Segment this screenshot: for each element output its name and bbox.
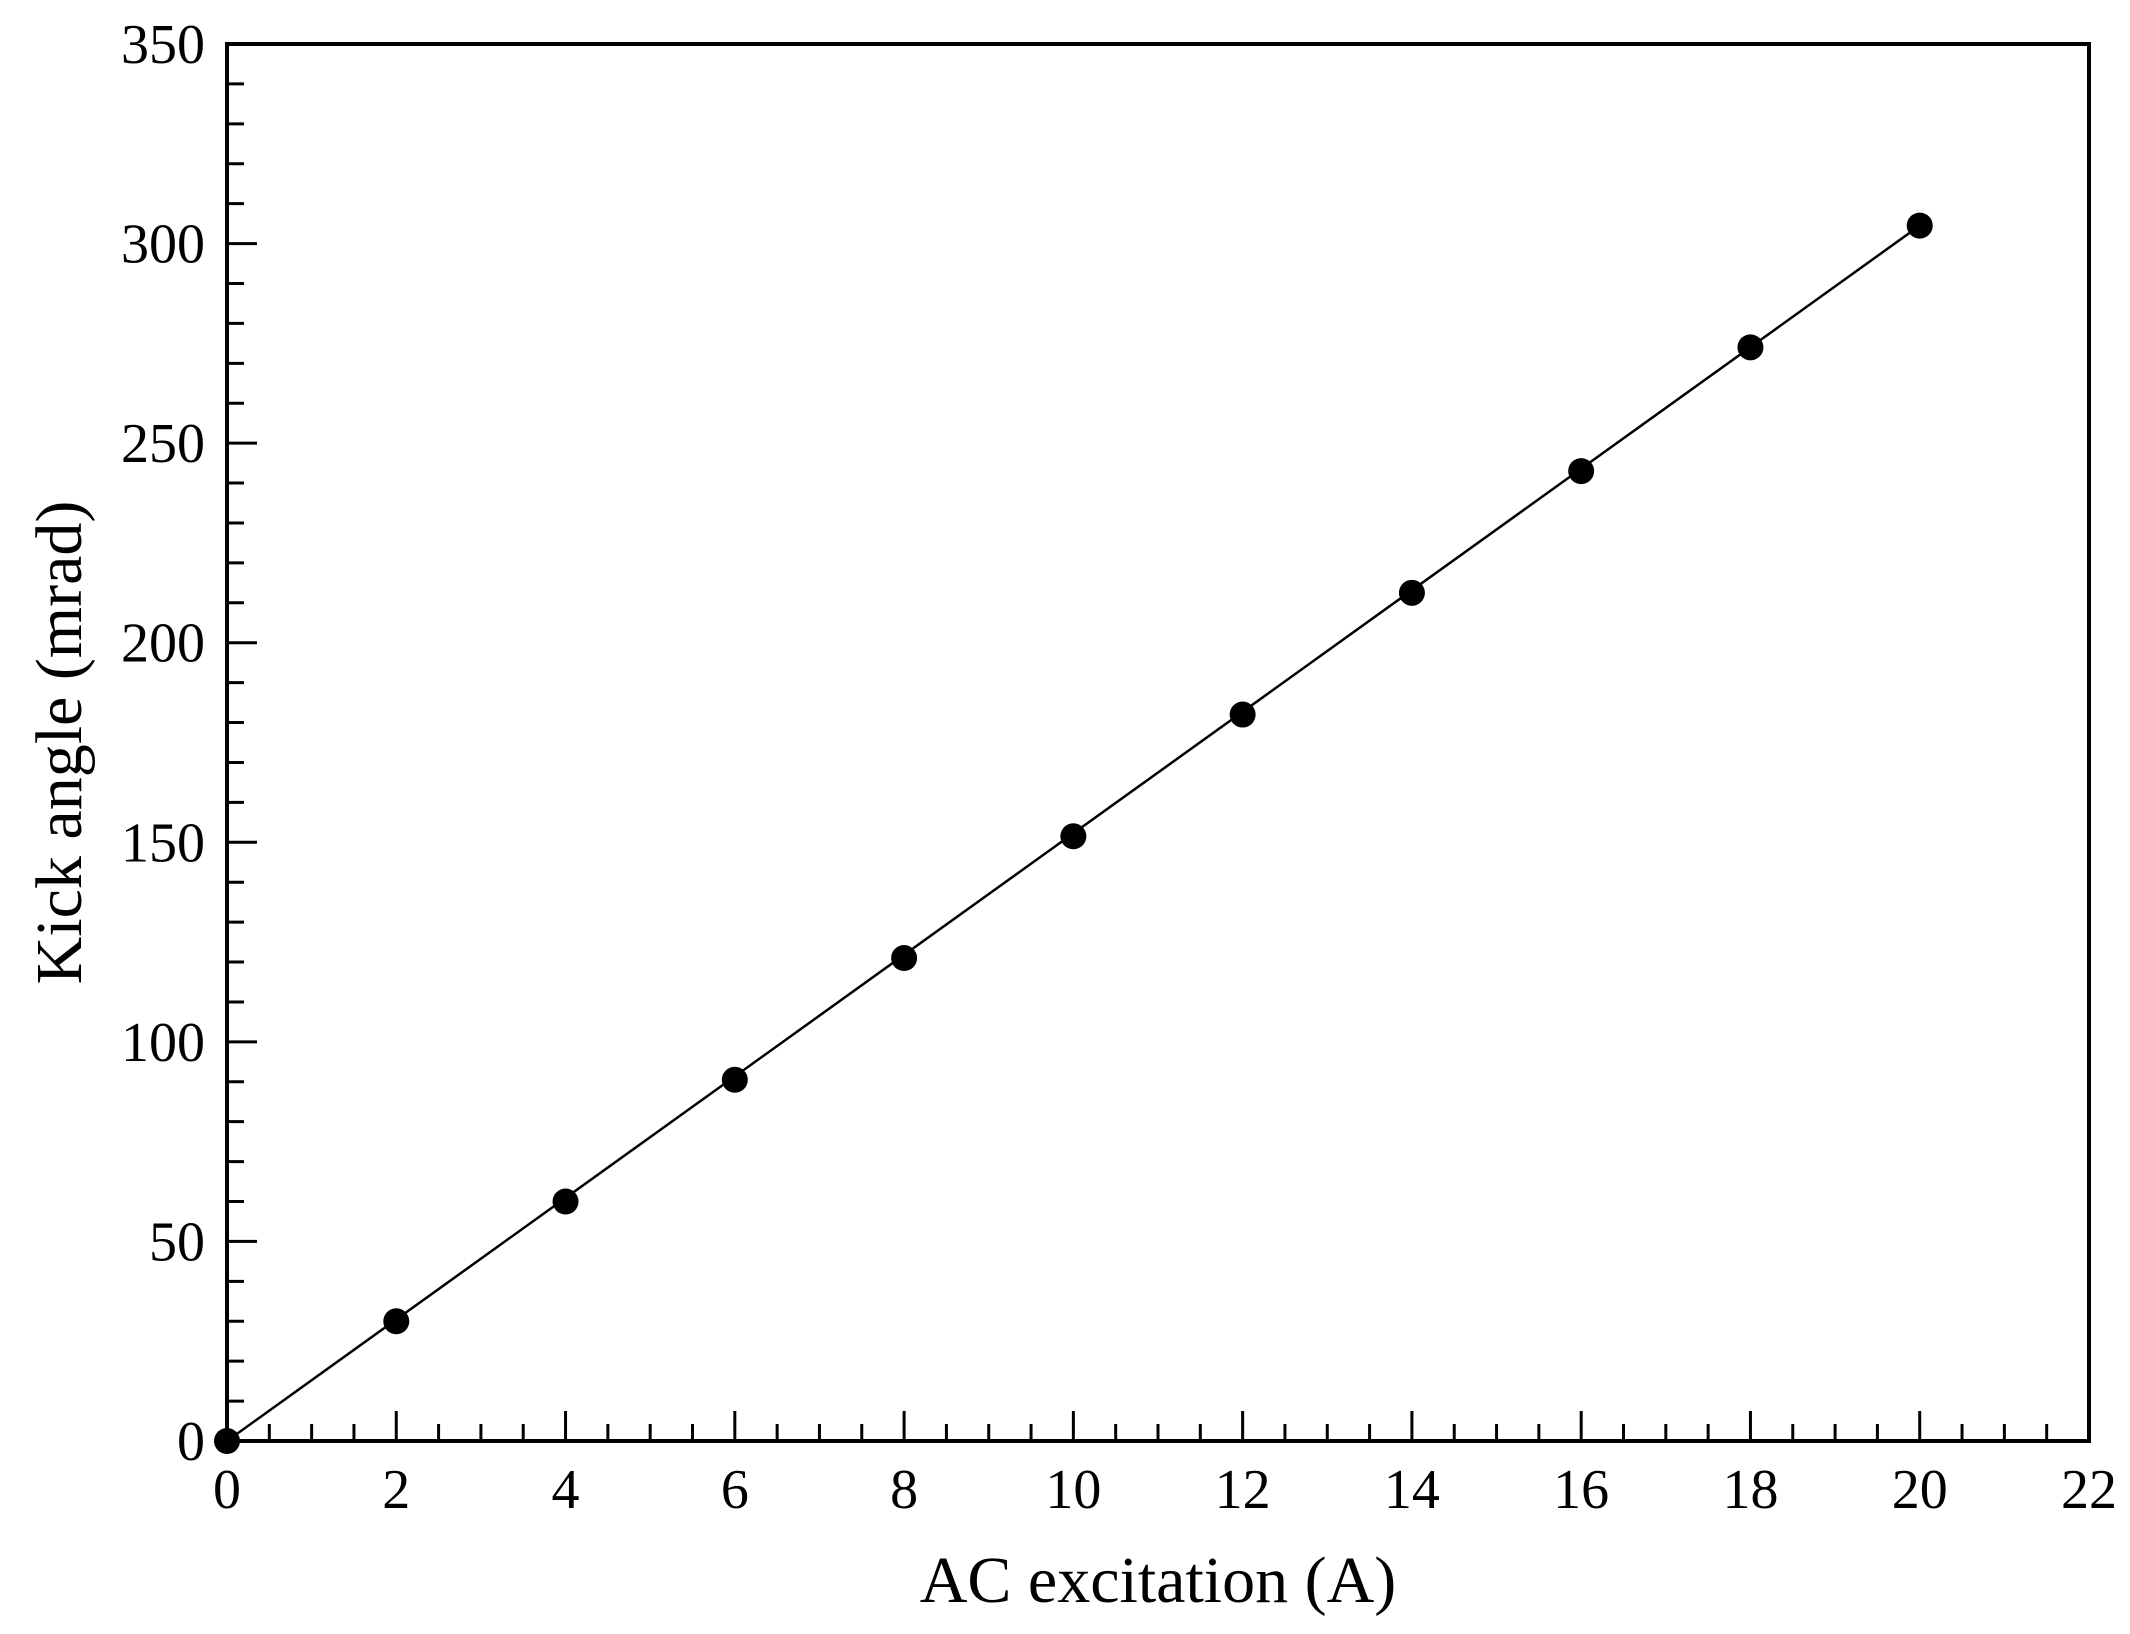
data-points-layer xyxy=(214,212,1933,1454)
tick-labels-layer: 0 2 4 6 8 10 12 14 16 18 20 22 0 50 100 150 200 250 300 350 xyxy=(121,14,2117,1521)
x-tick-label: 20 xyxy=(1892,1459,1948,1521)
data-point xyxy=(552,1188,579,1215)
y-tick-label: 50 xyxy=(149,1211,205,1273)
x-tick-label: 2 xyxy=(382,1459,410,1521)
x-tick-label: 0 xyxy=(213,1459,241,1521)
y-tick-label: 0 xyxy=(177,1411,205,1473)
data-point xyxy=(1398,579,1425,606)
ticks-layer xyxy=(225,42,2091,1443)
data-point xyxy=(1737,334,1764,361)
data-point xyxy=(891,945,918,972)
x-tick-label: 6 xyxy=(721,1459,749,1521)
x-tick-label: 8 xyxy=(890,1459,918,1521)
plot-frame xyxy=(225,42,2091,1443)
x-tick-label: 10 xyxy=(1045,1459,1101,1521)
y-tick-label: 300 xyxy=(121,214,205,276)
y-tick-label: 150 xyxy=(121,812,205,874)
data-point xyxy=(383,1308,410,1335)
data-point xyxy=(1060,823,1087,850)
data-point xyxy=(721,1066,748,1093)
y-tick-label: 350 xyxy=(121,14,205,76)
x-tick-label: 18 xyxy=(1722,1459,1778,1521)
y-axis-title: Kick angle (mrad) xyxy=(23,501,96,985)
x-tick-label: 22 xyxy=(2061,1459,2117,1521)
x-tick-label: 16 xyxy=(1553,1459,1609,1521)
y-tick-label: 250 xyxy=(121,413,205,475)
y-tick-label: 200 xyxy=(121,613,205,675)
data-point xyxy=(1229,701,1256,728)
x-tick-label: 4 xyxy=(552,1459,580,1521)
x-axis-title: AC excitation (A) xyxy=(920,1544,1397,1617)
data-point xyxy=(1568,458,1595,485)
x-tick-label: 12 xyxy=(1215,1459,1271,1521)
y-tick-label: 100 xyxy=(121,1012,205,1074)
x-tick-label: 14 xyxy=(1384,1459,1440,1521)
data-point xyxy=(1906,212,1933,239)
